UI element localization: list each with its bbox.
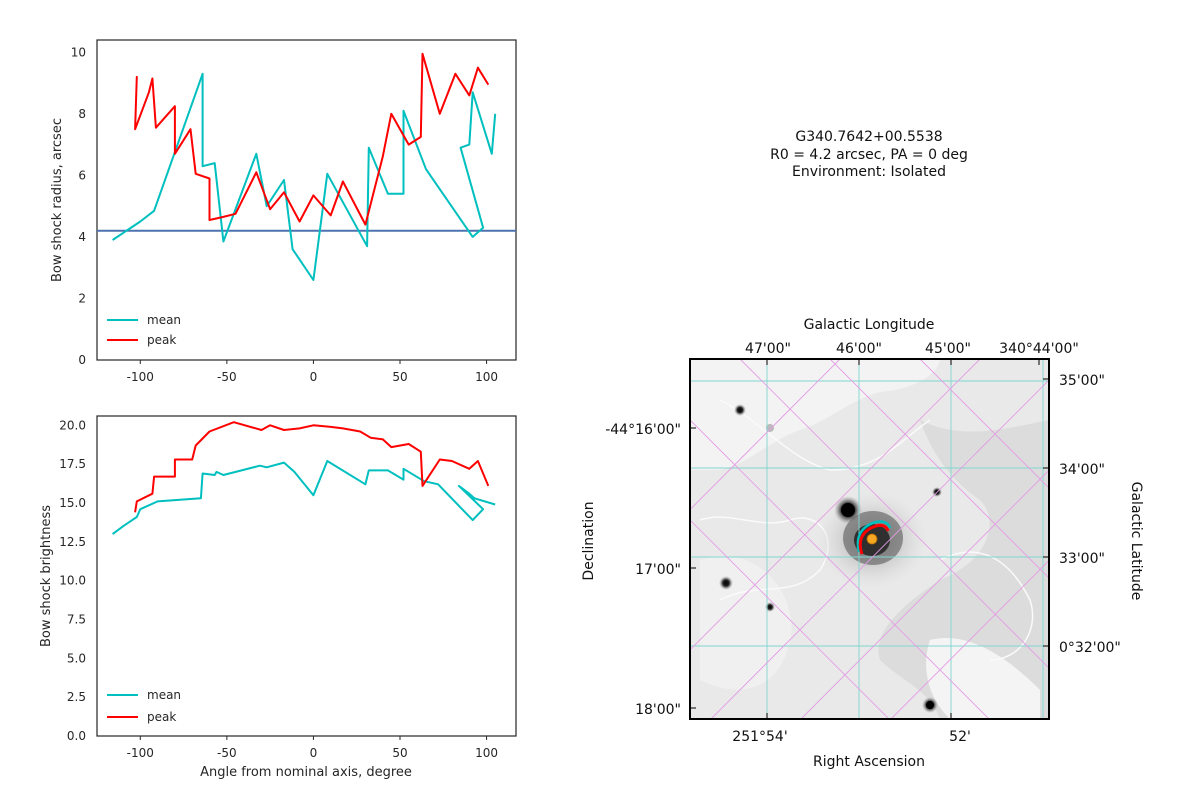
- sky-image: [690, 359, 1049, 719]
- dec-tick-1: -44°16'00": [605, 422, 681, 438]
- radius-plot-frame: [96, 39, 517, 361]
- brightness-y-tick-label: 17.5: [59, 457, 86, 471]
- brightness-y-tick-label: 12.5: [59, 535, 86, 549]
- bow-shock-peak-arc: [858, 523, 890, 555]
- galactic-grid: [690, 359, 1049, 719]
- glat-tick-3: 33'00": [1059, 551, 1105, 567]
- radius-y-tick-label: 10: [71, 45, 86, 59]
- bow-shock-mean-arc: [856, 520, 892, 553]
- radius-legend-mean-label: mean: [147, 313, 181, 327]
- brightness-y-axis-label: Bow shock brightness: [39, 505, 54, 647]
- radius-series-mean: [112, 72, 497, 281]
- brightness-y-tick-label: 5.0: [67, 651, 86, 665]
- dec-tick-2: 17'00": [635, 562, 681, 578]
- radius-legend-peak-label: peak: [147, 333, 176, 347]
- radius-x-tick-label: -50: [217, 370, 237, 384]
- brightness-legend-peak-label: peak: [147, 710, 176, 724]
- radius-x-tick-label: 50: [392, 370, 407, 384]
- glat-tick-1: 35'00": [1059, 373, 1105, 389]
- brightness-x-tick-label: -100: [127, 746, 154, 760]
- glon-tick-3: 45'00": [925, 341, 971, 357]
- sky-image-panel: 251°54' 52' Right Ascension -44°16'00" 1…: [581, 317, 1144, 770]
- brightness-x-tick-label: 50: [392, 746, 407, 760]
- glat-tick-2: 34'00": [1059, 462, 1105, 478]
- radec-grid: [690, 359, 1049, 719]
- brightness-y-tick-label: 7.5: [67, 612, 86, 626]
- glon-tick-2: 46'00": [836, 341, 882, 357]
- ra-tick-2: 52': [949, 729, 971, 745]
- sky-frame: [689, 358, 1050, 720]
- brightness-chart: -100 -50 0 50 100 0.0 2.5 5.0 7.5 10.0 12.5 15.0 17.…: [39, 415, 517, 780]
- brightness-y-tick-label: 2.5: [67, 690, 86, 704]
- radius-y-tick-label: 0: [78, 353, 86, 367]
- dec-axis-label: Declination: [581, 501, 597, 580]
- brightness-plot-frame: [96, 415, 517, 737]
- glon-axis-label: Galactic Longitude: [804, 317, 935, 333]
- source-environment: Environment: Isolated: [792, 164, 946, 180]
- radius-y-tick-label: 4: [78, 230, 86, 244]
- source-r0-pa: R0 = 4.2 arcsec, PA = 0 deg: [770, 147, 968, 163]
- radius-series-peak: [134, 52, 490, 226]
- radius-y-tick-label: 6: [78, 168, 86, 182]
- brightness-y-tick-label: 10.0: [59, 574, 86, 588]
- glat-axis-label: Galactic Latitude: [1128, 482, 1144, 601]
- glon-tick-4: 340°44'00": [999, 341, 1079, 357]
- radius-x-tick-label: 100: [475, 370, 498, 384]
- brightness-x-tick-label: 0: [310, 746, 318, 760]
- radius-y-tick-label: 8: [78, 107, 86, 121]
- radius-x-tick-label: -100: [127, 370, 154, 384]
- star-marker: [866, 533, 878, 545]
- radius-x-tick-label: 0: [310, 370, 318, 384]
- glat-tick-4: 0°32'00": [1059, 640, 1121, 656]
- radius-y-tick-label: 2: [78, 291, 86, 305]
- brightness-y-tick-label: 15.0: [59, 496, 86, 510]
- brightness-legend-mean-label: mean: [147, 688, 181, 702]
- radius-chart: -100 -50 0 50 100 0 2 4 6 8 10 Bow shock radius, a…: [50, 39, 517, 384]
- ra-tick-1: 251°54': [732, 729, 787, 745]
- brightness-series-mean: [111, 460, 496, 535]
- dec-tick-3: 18'00": [635, 702, 681, 718]
- brightness-legend: mean peak: [107, 688, 181, 724]
- brightness-x-tick-label: -50: [217, 746, 237, 760]
- source-info: G340.7642+00.5538 R0 = 4.2 arcsec, PA = …: [770, 129, 968, 180]
- brightness-series-peak: [134, 421, 490, 513]
- radius-y-axis-label: Bow shock radius, arcsec: [50, 118, 65, 282]
- brightness-x-axis-label: Angle from nominal axis, degree: [200, 765, 412, 780]
- brightness-y-tick-label: 0.0: [67, 729, 86, 743]
- ra-axis-label: Right Ascension: [813, 754, 925, 770]
- brightness-y-tick-label: 20.0: [59, 418, 86, 432]
- glon-tick-1: 47'00": [745, 341, 791, 357]
- radius-legend: mean peak: [107, 313, 181, 347]
- source-id: G340.7642+00.5538: [795, 129, 942, 145]
- brightness-x-tick-label: 100: [475, 746, 498, 760]
